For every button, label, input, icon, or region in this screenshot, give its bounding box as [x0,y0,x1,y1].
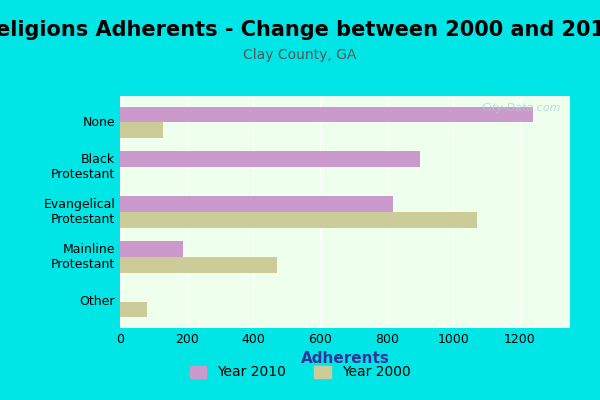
Bar [120,257,277,272]
Bar [120,122,163,138]
Text: Clay County, GA: Clay County, GA [244,48,356,62]
X-axis label: Adherents: Adherents [301,352,389,366]
Bar [120,106,533,122]
Bar [120,196,394,212]
Text: Religions Adherents - Change between 2000 and 2010: Religions Adherents - Change between 200… [0,20,600,40]
Legend: Year 2010, Year 2000: Year 2010, Year 2000 [184,360,416,385]
Bar [120,152,420,167]
Text: City-Data.com: City-Data.com [482,103,561,113]
Bar [120,212,476,228]
Bar [120,241,184,257]
Bar [120,302,146,318]
